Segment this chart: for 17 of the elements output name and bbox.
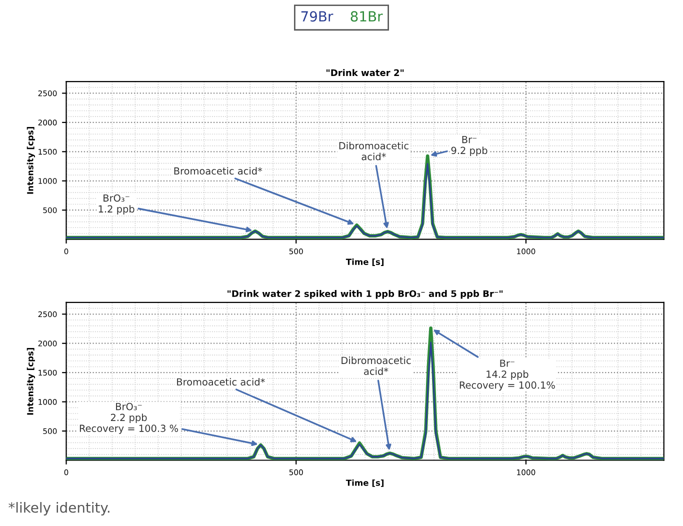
annotation: Bromoacetic acid* xyxy=(174,167,262,175)
annotation: Dibromoacetic acid* xyxy=(339,142,408,160)
text: 81Br xyxy=(350,11,383,22)
chart-title: "Drink water 2 spiked with 1 ppb BrO₃⁻ and 5 ppb Br⁻" xyxy=(228,290,503,299)
annotation: Bromoacetic acid* xyxy=(177,378,265,386)
annotation: Br⁻ 9.2 ppb xyxy=(451,136,488,156)
annotation: Br⁻ 14.2 ppb Recovery = 100.1% xyxy=(460,360,555,391)
text: *likely identity. xyxy=(8,502,110,516)
y-axis-title: Intensity [cps] xyxy=(26,348,36,415)
text: 79Br xyxy=(301,11,334,22)
annotation: Dibromoacetic acid* xyxy=(342,356,411,375)
annotation: BrO₃⁻ 2.2 ppb Recovery = 100.3 % xyxy=(80,402,178,434)
chart-title: "Drink water 2" xyxy=(326,69,404,76)
x-axis-title: Time [s] xyxy=(346,479,384,487)
y-axis-title: Intensity [cps] xyxy=(26,127,36,194)
x-axis-title: Time [s] xyxy=(346,258,384,266)
annotation: BrO₃⁻ 1.2 ppb xyxy=(98,194,134,214)
